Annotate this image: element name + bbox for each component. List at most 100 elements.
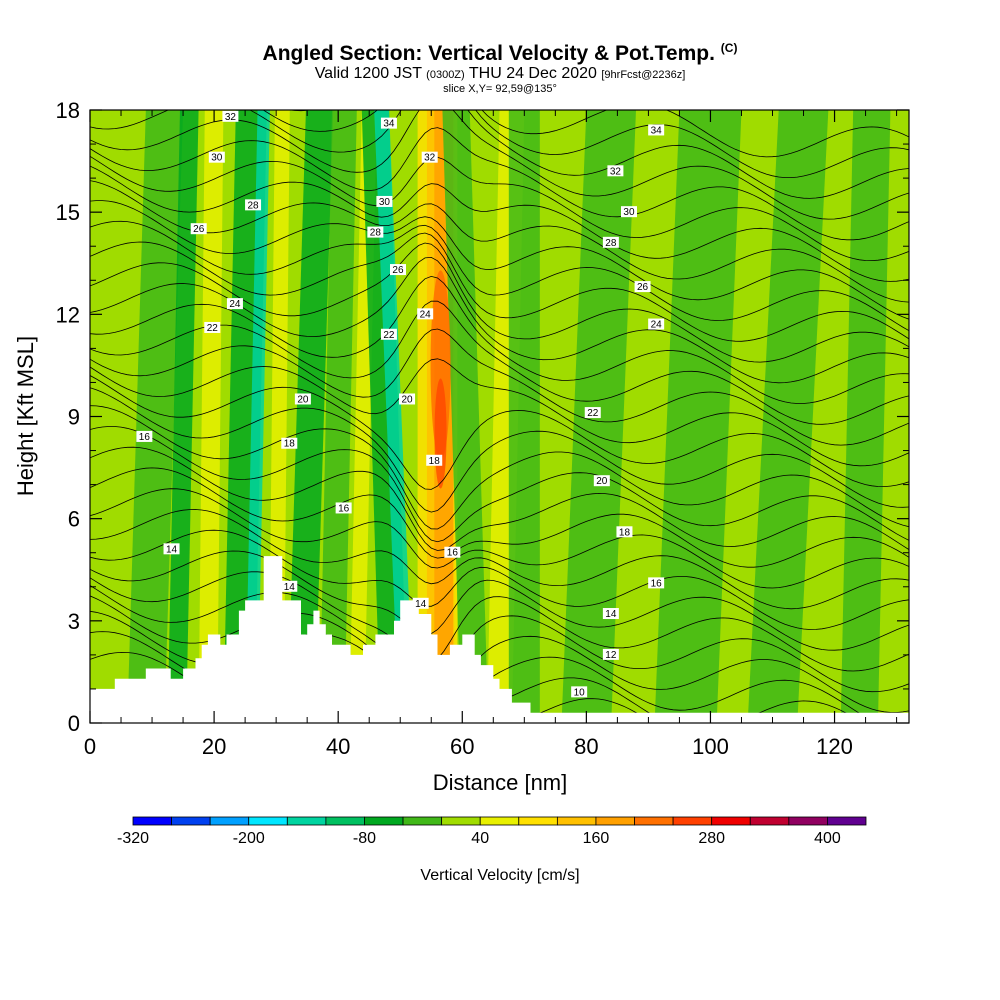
y-tick-label: 15 — [56, 200, 80, 225]
contour-label: 28 — [602, 236, 619, 249]
contour-label-text: 18 — [284, 439, 296, 450]
contour-label-text: 16 — [447, 548, 459, 559]
contour-label: 14 — [163, 543, 180, 555]
contour-label-text: 28 — [370, 228, 382, 239]
contour-label: 14 — [602, 608, 619, 620]
contour-label-text: 28 — [247, 200, 259, 211]
contour-label: 14 — [412, 597, 429, 610]
contour-label-text: 14 — [284, 582, 296, 593]
contour-label: 30 — [620, 206, 637, 218]
contour-label-text: 16 — [139, 432, 151, 443]
contour-label-bg — [412, 597, 429, 609]
contour-label-text: 30 — [211, 153, 223, 164]
chart-slice-info: slice X,Y= 92,59@135° — [443, 83, 557, 95]
contour-label: 16 — [136, 430, 153, 443]
contour-label: 16 — [335, 502, 352, 514]
colorbar-swatch — [209, 816, 250, 826]
y-tick-label: 9 — [68, 405, 80, 430]
theta-isoline — [90, 446, 909, 551]
colorbar-tick-label: -200 — [233, 830, 265, 847]
updraft-core-max — [434, 378, 447, 489]
contour-label-bg — [571, 686, 588, 698]
contour-label-bg — [584, 407, 601, 419]
contour-label-text: 30 — [623, 207, 635, 218]
contour-label: 20 — [399, 393, 416, 405]
contour-label-text: 22 — [587, 408, 599, 419]
velocity-band — [287, 110, 334, 723]
contour-label: 34 — [380, 117, 397, 130]
contour-label-bg — [634, 281, 651, 293]
theta-isoline — [90, 242, 909, 363]
contour-label: 28 — [245, 199, 262, 211]
contour-label-text: 30 — [379, 197, 391, 208]
contour-label-bg — [648, 124, 665, 136]
velocity-band — [245, 110, 270, 723]
contour-label-bg — [163, 543, 180, 555]
contour-label-bg — [380, 328, 397, 340]
theta-isoline — [90, 256, 909, 384]
contour-label-text: 18 — [619, 527, 631, 538]
theta-isoline — [90, 405, 909, 530]
theta-isoline — [90, 358, 909, 467]
contour-label-bg — [136, 430, 153, 442]
y-axis-title: Height [Kft MSL] — [13, 336, 38, 496]
contour-label-bg — [421, 151, 438, 163]
contour-label: 16 — [444, 546, 461, 559]
contour-label: 26 — [190, 223, 207, 235]
velocity-band — [167, 110, 199, 723]
colorbar-tick-label: -80 — [353, 830, 376, 847]
contour-label-bg — [376, 195, 393, 207]
theta-isoline — [90, 127, 909, 241]
x-tick-label: 60 — [450, 734, 474, 759]
theta-isoline — [262, 110, 909, 178]
colorbar-swatch — [827, 816, 867, 826]
x-tick-label: 100 — [692, 734, 729, 759]
colorbar-swatch — [788, 816, 828, 826]
terrain-mask — [90, 556, 909, 723]
contour-label-text: 22 — [383, 330, 395, 341]
contour-label-bg — [593, 475, 610, 487]
contour-label-text: 28 — [605, 238, 617, 249]
contour-label-text: 14 — [415, 599, 427, 610]
velocity-band — [198, 110, 224, 723]
contour-label-bg — [602, 608, 619, 620]
contour-label-bg — [426, 454, 443, 466]
colorbar-title: Vertical Velocity [cm/s] — [420, 867, 579, 884]
theta-isoline — [90, 387, 909, 513]
contour-label-text: 18 — [429, 456, 441, 467]
contour-label: 14 — [281, 580, 298, 593]
colorbar-swatch — [634, 816, 674, 826]
contour-label-bg — [648, 577, 665, 589]
contour-label-bg — [226, 298, 243, 310]
y-tick-label: 6 — [68, 507, 80, 532]
contour-label-text: 34 — [383, 119, 395, 130]
contour-label-text: 20 — [401, 394, 413, 405]
colorbar-swatch — [402, 816, 443, 826]
contour-label-bg — [602, 648, 619, 660]
contour-label-bg — [281, 580, 298, 592]
colorbar-tick-label: 160 — [583, 830, 610, 847]
colorbar: -320 -200 -80 40 160 280 400 — [117, 816, 867, 847]
contour-label-text: 34 — [651, 125, 663, 136]
contour-label: 18 — [616, 526, 633, 538]
contour-label-text: 16 — [651, 578, 663, 589]
contour-label: 24 — [648, 318, 665, 331]
contour-label-text: 32 — [424, 153, 436, 164]
colorbar-swatch — [711, 816, 751, 826]
theta-isoline — [90, 509, 909, 610]
contour-label-bg — [281, 437, 298, 449]
contour-label: 22 — [204, 321, 221, 334]
axes: 0 20 40 60 80 100 120 0 3 6 9 12 15 18 — [56, 98, 909, 759]
x-tick-label: 20 — [202, 734, 226, 759]
contour-label-bg — [648, 318, 665, 330]
velocity-band — [374, 110, 414, 723]
colorbar-swatch — [749, 816, 790, 826]
contour-label-text: 12 — [605, 650, 617, 661]
contour-label-text: 14 — [166, 544, 178, 555]
theta-isoline — [90, 529, 909, 630]
theta-isoline — [90, 300, 909, 425]
colorbar-swatch — [441, 816, 481, 826]
contour-label-bg — [620, 206, 637, 218]
velocity-band — [442, 110, 489, 723]
